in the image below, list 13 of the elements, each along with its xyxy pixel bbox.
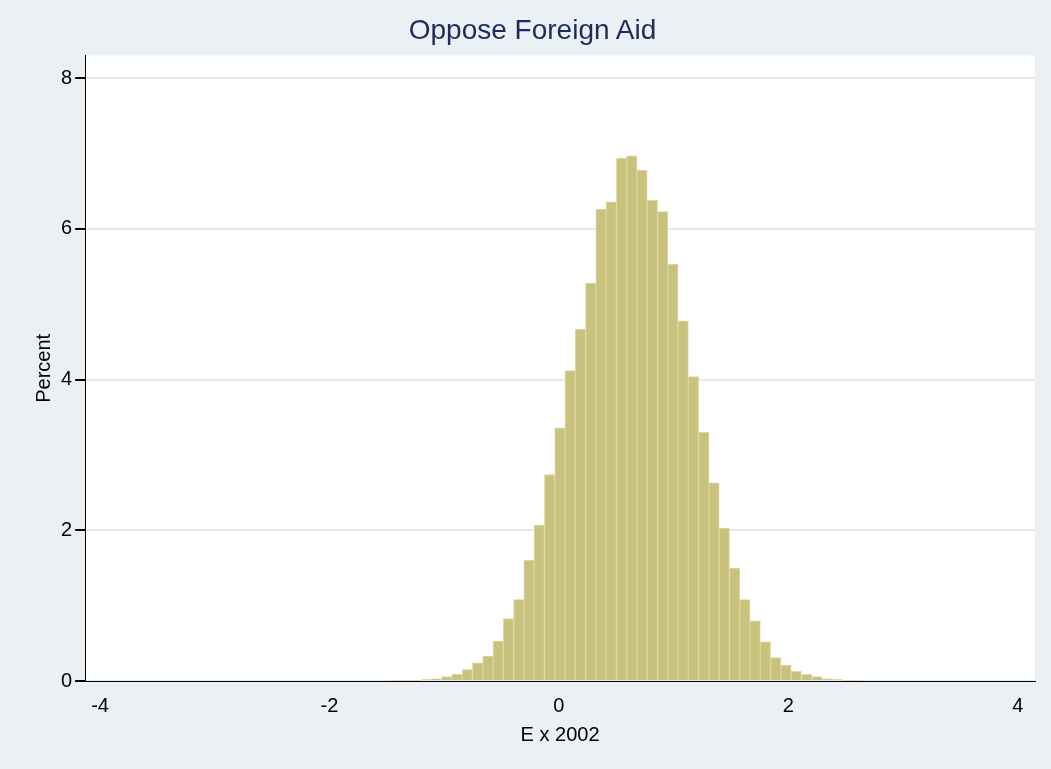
x-tick-label: -4 [91, 693, 109, 716]
x-tick-label: 2 [782, 693, 794, 716]
x-axis-title: E x 2002 [520, 722, 600, 745]
x-tick-label: 4 [1012, 693, 1024, 716]
x-tick-label: 0 [553, 693, 565, 716]
chart-title: Oppose Foreign Aid [408, 13, 657, 45]
x-tick-label: -2 [320, 693, 339, 716]
y-tick-label: 4 [61, 367, 73, 390]
y-tick-label: 2 [61, 517, 73, 540]
y-tick-label: 0 [61, 668, 73, 691]
y-axis-title: Percent [31, 333, 54, 403]
y-tick-label: 8 [61, 65, 73, 88]
y-tick-label: 6 [61, 216, 73, 239]
